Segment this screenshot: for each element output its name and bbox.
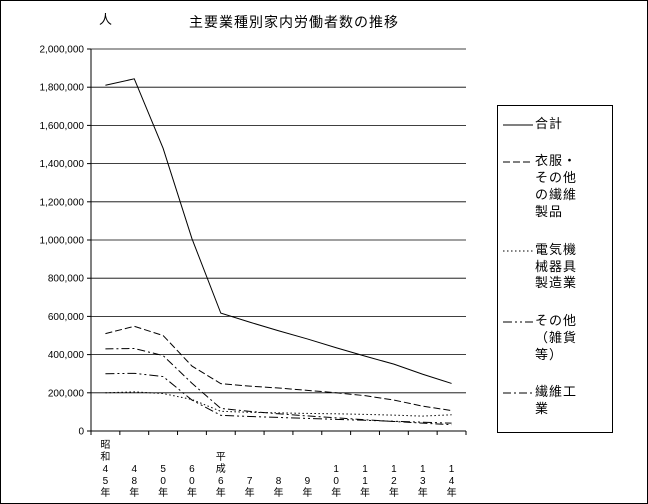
legend: 合計衣服・ その他 の繊維 製品電気機 械器具 製造業 その他 （雑貨 等） 繊維工…	[497, 105, 613, 433]
x-tick-label-char: 年	[187, 486, 197, 499]
x-tick-label-char: 0	[189, 476, 195, 487]
x-tick-label-char: 年	[245, 486, 255, 499]
legend-line-sample	[503, 321, 533, 323]
x-tick-label-char: 昭	[100, 439, 110, 451]
x-tick-label-char: 年	[100, 486, 110, 499]
y-tick-label: 1,000,000	[40, 236, 85, 247]
x-tick-label-char: 2	[391, 476, 397, 487]
legend-line-sample	[503, 161, 533, 163]
x-tick-label-char: 年	[302, 486, 312, 499]
x-tick-label-char: 1	[391, 464, 397, 475]
series-line-0	[105, 78, 452, 384]
x-tick-label-char: 和	[100, 451, 110, 463]
x-tick-label-char: 年	[360, 486, 370, 499]
legend-label: 電気機 械器具 製造業	[535, 241, 578, 291]
y-tick-label: 400,000	[48, 350, 85, 361]
legend-item-1: 衣服・ その他 の繊維 製品	[503, 153, 607, 221]
x-tick-label-char: 1	[420, 464, 426, 475]
y-tick-label: 200,000	[48, 388, 85, 399]
x-tick-label-char: 8	[276, 476, 282, 487]
x-tick-label-char: 6	[189, 464, 195, 475]
x-tick-label-char: 4	[103, 464, 109, 475]
x-tick-label-char: 0	[160, 476, 166, 487]
legend-item-2: 電気機 械器具 製造業	[503, 242, 607, 293]
x-tick-label-char: 平	[216, 452, 226, 463]
series-line-3	[105, 372, 452, 424]
y-tick-label: 800,000	[48, 274, 85, 285]
chart-title: 主要業種別家内労働者数の推移	[189, 14, 399, 30]
x-tick-label-char: 0	[333, 476, 339, 487]
x-tick-label-char: 9	[305, 476, 311, 487]
x-tick-label-char: 年	[216, 486, 226, 499]
y-tick-label: 1,600,000	[40, 121, 85, 132]
x-tick-label-char: 年	[274, 486, 284, 499]
y-axis-unit-label: 人	[99, 12, 113, 27]
series-line-2	[105, 391, 452, 417]
series-line-1	[105, 325, 452, 412]
y-tick-label: 600,000	[48, 312, 85, 323]
legend-label: 合計	[535, 116, 564, 131]
legend-line-sample	[503, 392, 533, 394]
x-tick-label-char: 年	[389, 486, 399, 499]
x-tick-label-char: 5	[160, 464, 166, 475]
y-tick-label: 2,000,000	[40, 45, 85, 56]
x-tick-label-char: 年	[418, 486, 428, 499]
y-tick-label: 1,200,000	[40, 197, 85, 208]
x-tick-label-char: 3	[420, 476, 426, 487]
y-tick-label: 1,800,000	[40, 83, 85, 94]
x-tick-label-char: 8	[131, 476, 137, 487]
legend-item-0: 合計	[503, 116, 607, 133]
x-tick-label-char: 1	[449, 464, 455, 475]
y-tick-label: 0	[78, 427, 84, 438]
x-tick-label-char: 4	[131, 464, 137, 475]
x-tick-label-char: 年	[129, 486, 139, 499]
x-tick-label-char: 年	[447, 486, 457, 499]
y-tick-label: 1,400,000	[40, 159, 85, 170]
legend-label: 衣服・ その他 の繊維 製品	[535, 153, 578, 220]
legend-item-4: 繊維工 業	[503, 384, 607, 418]
series-line-4	[105, 347, 452, 426]
legend-label: 繊維工 業	[535, 384, 578, 417]
legend-label: その他 （雑貨 等）	[535, 312, 578, 362]
x-tick-label-char: 年	[331, 486, 341, 499]
x-tick-label-char: 1	[362, 464, 368, 475]
x-tick-label-char: 5	[103, 476, 109, 487]
x-tick-label-char: 1	[333, 464, 339, 475]
legend-item-3: その他 （雑貨 等）	[503, 313, 607, 364]
legend-line-sample	[503, 250, 533, 252]
x-tick-label-char: 6	[218, 476, 224, 487]
legend-line-sample	[503, 124, 533, 126]
x-tick-label-char: 成	[216, 463, 226, 475]
x-tick-label-char: 4	[449, 476, 455, 487]
x-tick-label-char: 1	[362, 476, 368, 487]
x-tick-label-char: 7	[247, 476, 253, 487]
x-tick-label-char: 年	[158, 486, 168, 499]
